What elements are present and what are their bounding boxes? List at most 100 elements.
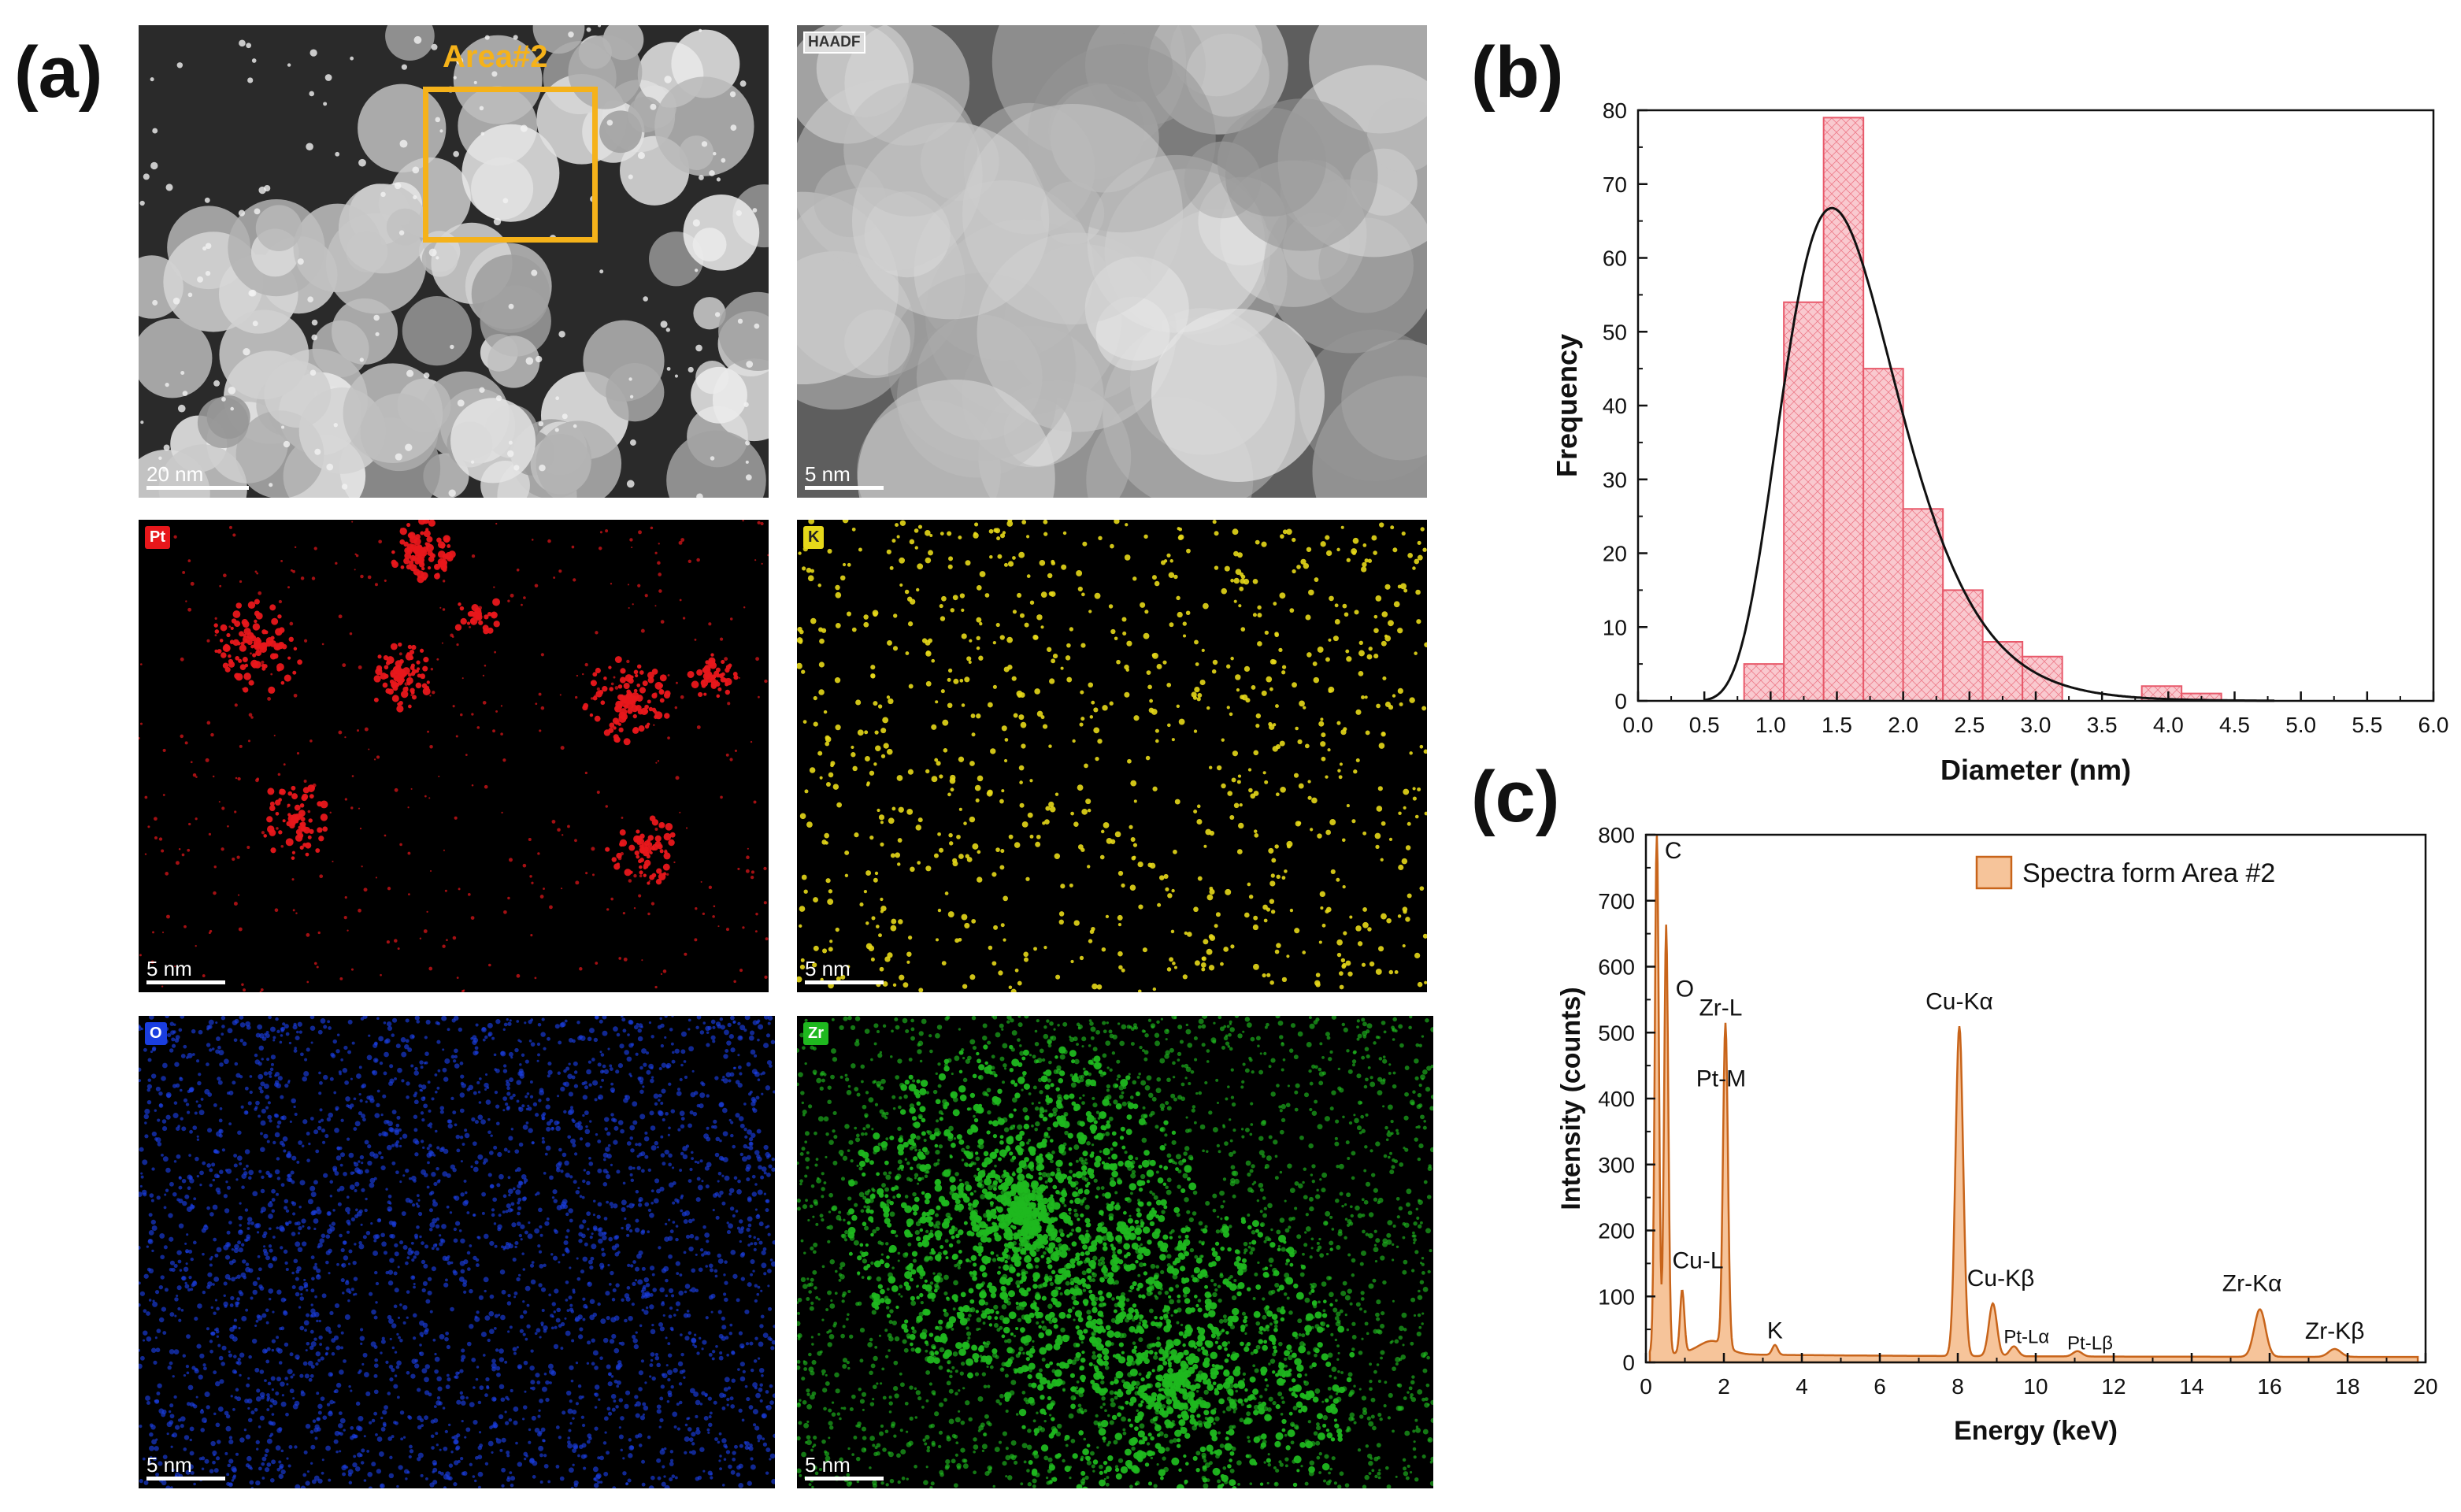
peak-label: Pt-M	[1696, 1066, 1746, 1092]
y-tick-label: 200	[1598, 1219, 1635, 1243]
y-tick-label: 70	[1603, 172, 1627, 197]
x-tick-label: 2	[1718, 1374, 1730, 1399]
x-tick-label: 4.5	[2219, 713, 2250, 737]
peak-label: C	[1665, 838, 1682, 864]
scale-bar: 5 nm	[805, 1455, 884, 1480]
pt-map-tag: Pt	[145, 526, 170, 549]
x-tick-label: 0	[1640, 1374, 1652, 1399]
y-tick-label: 700	[1598, 889, 1635, 914]
x-tick-label: 2.5	[1954, 713, 1985, 737]
x-tick-label: 0.5	[1689, 713, 1720, 737]
peak-label: Zr-Kβ	[2305, 1318, 2365, 1344]
diameter-histogram-chart: 0.0 0.5 1.0 1.5 2.0 2.5 3.0 3.5 4.0 4.5 5.0 5.5 6.0 0…	[1551, 98, 2448, 786]
histogram-bar	[2022, 655, 2063, 702]
x-tick-label: 3.5	[2087, 713, 2118, 737]
haadf-micrograph: HAADF 5 nm	[797, 25, 1427, 498]
overview-micrograph: Area#2 20 nm	[139, 25, 769, 498]
x-tick-label: 16	[2257, 1374, 2281, 1399]
x-tick-label: 1.5	[1822, 713, 1852, 737]
x-tick-label: 4	[1796, 1374, 1808, 1399]
y-tick-label: 400	[1598, 1087, 1635, 1111]
scale-bar-label: 5 nm	[805, 957, 851, 980]
panel-label-b: (b)	[1471, 32, 1564, 113]
y-tick-label: 300	[1598, 1153, 1635, 1177]
peak-label: Pt-Lβ	[2067, 1332, 2113, 1354]
o-map-tag: O	[145, 1022, 167, 1045]
y-tick-label: 10	[1603, 615, 1627, 639]
x-tick-label: 12	[2101, 1374, 2126, 1399]
histogram-bar	[1902, 508, 1944, 702]
x-tick-label: 5.5	[2352, 713, 2382, 737]
x-tick-label: 3.0	[2021, 713, 2051, 737]
y-tick-label: 40	[1603, 394, 1627, 418]
y-tick-label: 600	[1598, 955, 1635, 980]
x-tick-label: 1.0	[1755, 713, 1786, 737]
y-tick-label: 0	[1622, 1351, 1635, 1375]
y-axis-label: Frequency	[1551, 334, 1583, 477]
panel-label-a: (a)	[14, 32, 103, 113]
scale-bar: 5 nm	[146, 1455, 225, 1480]
y-tick-label: 0	[1614, 689, 1627, 713]
y-tick-label: 80	[1603, 98, 1627, 123]
peak-label: Cu-L	[1673, 1247, 1724, 1273]
o-eds-map: O 5 nm	[139, 1016, 775, 1488]
histogram-bar	[1862, 368, 1904, 702]
pt-eds-map: Pt 5 nm	[139, 520, 769, 992]
peak-label: Zr-L	[1699, 995, 1742, 1021]
peak-label: Cu-Kα	[1925, 988, 1993, 1014]
zr-eds-map: Zr 5 nm	[797, 1016, 1433, 1488]
x-tick-label: 14	[2179, 1374, 2203, 1399]
peak-label: O	[1676, 976, 1694, 1002]
plot-frame	[1636, 109, 2435, 702]
k-map-tag: K	[803, 526, 825, 549]
histogram-bar	[1942, 589, 1984, 702]
peak-label: Cu-Kβ	[1967, 1266, 2035, 1292]
legend: Spectra form Area #2	[1975, 855, 2275, 890]
panel-label-c: (c)	[1471, 757, 1560, 837]
zr-map-tag: Zr	[803, 1022, 828, 1045]
scale-bar: 5 nm	[805, 464, 884, 490]
y-tick-label: 30	[1603, 468, 1627, 492]
y-tick-label: 60	[1603, 246, 1627, 271]
x-axis-label: Energy (keV)	[1954, 1416, 2118, 1446]
scale-bar: 5 nm	[146, 958, 225, 984]
y-axis-label: Intensity (counts)	[1556, 987, 1586, 1210]
x-axis-label: Diameter (nm)	[1940, 754, 2131, 786]
histogram-bar	[1981, 641, 2024, 702]
spectrum-area	[1648, 834, 2419, 1364]
scale-bar: 5 nm	[805, 958, 884, 984]
x-tick-label: 8	[1951, 1374, 1964, 1399]
x-tick-label: 2.0	[1888, 713, 1918, 737]
scale-bar-label: 5 nm	[805, 1453, 851, 1477]
area-2-highlight-box	[423, 87, 598, 243]
legend-label: Spectra form Area #2	[2022, 858, 2275, 888]
eds-spectrum-chart: 0 2 4 6 8 10 12 14 16 18 2001002003004005006007008…	[1556, 823, 2438, 1446]
histogram-bar	[1783, 301, 1825, 702]
x-tick-label: 20	[2413, 1374, 2437, 1399]
y-tick-label: 50	[1603, 320, 1627, 344]
x-tick-label: 18	[2335, 1374, 2359, 1399]
peak-label: Zr-Kα	[2222, 1271, 2282, 1297]
x-tick-label: 10	[2023, 1374, 2048, 1399]
scale-bar-label: 20 nm	[146, 462, 204, 486]
scale-bar-label: 5 nm	[805, 462, 851, 486]
x-tick-label: 6.0	[2418, 713, 2449, 737]
y-tick-label: 800	[1598, 823, 1635, 847]
histogram-bar	[1743, 663, 1785, 702]
x-tick-label: 6	[1874, 1374, 1886, 1399]
area-2-label: Area#2	[443, 39, 548, 74]
histogram-bar	[1822, 117, 1865, 702]
peak-label: Pt-Lα	[2003, 1326, 2049, 1347]
plot-frame	[1644, 833, 2427, 1364]
scale-bar-label: 5 nm	[146, 1453, 192, 1477]
scale-bar-label: 5 nm	[146, 957, 192, 980]
haadf-tag: HAADF	[803, 32, 865, 54]
y-tick-label: 20	[1603, 542, 1627, 566]
k-eds-map: K 5 nm	[797, 520, 1427, 992]
peak-label: K	[1767, 1317, 1783, 1343]
x-tick-label: 0.0	[1623, 713, 1654, 737]
scale-bar: 20 nm	[146, 464, 249, 490]
x-tick-label: 4.0	[2153, 713, 2184, 737]
y-tick-label: 500	[1598, 1021, 1635, 1045]
x-tick-label: 5.0	[2285, 713, 2316, 737]
